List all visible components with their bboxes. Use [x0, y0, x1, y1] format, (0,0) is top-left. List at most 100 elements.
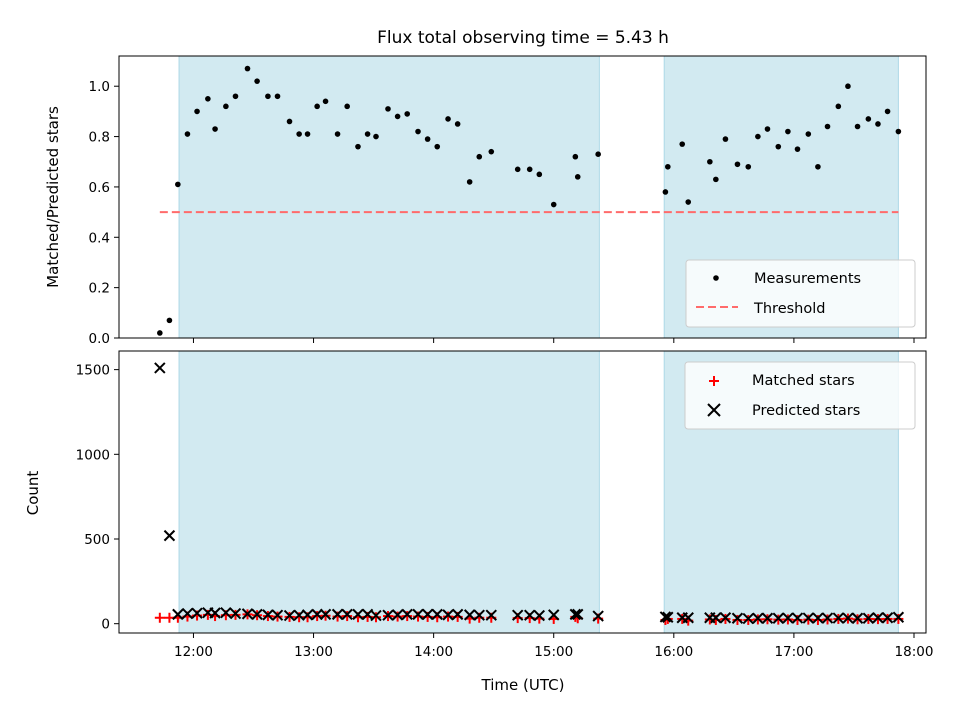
measurement-point: [764, 126, 771, 132]
measurement-point: [322, 98, 329, 105]
measurement-point: [424, 136, 431, 142]
predicted-stars-point: [572, 608, 584, 621]
predicted-stars-point: [761, 612, 774, 624]
predicted-stars-point: [719, 612, 732, 624]
measurement-point: [373, 133, 379, 140]
measurement-point: [865, 116, 872, 122]
measurement-point: [274, 93, 281, 100]
ratio-legend-box: [685, 259, 916, 328]
predicted-stars-point: [301, 609, 314, 621]
measurement-point: [572, 153, 579, 160]
star-count-panel: 0 500 1000 1500 12:00 13:00 14:00 15:00 16:00 17…: [24, 350, 933, 694]
x-axis-label: Time (UTC): [481, 676, 565, 694]
x-tick-label: 16:00: [654, 644, 693, 660]
predicted-stars-point: [662, 611, 674, 623]
measurement-point: [526, 166, 533, 173]
predicted-stars-point: [851, 612, 864, 624]
x-tick-label: 17:00: [774, 644, 813, 660]
legend-measurements-label: Measurements: [754, 271, 861, 287]
predicted-stars-point: [682, 612, 694, 624]
measurement-point: [755, 133, 761, 140]
measurement-point: [394, 113, 401, 120]
x-tick-label: 15:00: [534, 644, 573, 660]
measurement-point: [166, 317, 173, 324]
matched-stars-point: [312, 611, 323, 622]
predicted-stars-point: [370, 609, 382, 622]
matched-stars-point: [342, 611, 353, 622]
measurement-point: [445, 116, 451, 122]
measurement-point: [734, 161, 741, 168]
measurement-point: [794, 146, 801, 152]
measurement-point: [815, 163, 821, 170]
legend-measurements-marker: [713, 275, 719, 281]
count-legend-box: [684, 361, 916, 430]
measurement-point: [835, 103, 842, 110]
predicted-stars-point: [523, 609, 536, 621]
observing-interval-1: [178, 55, 600, 339]
predicted-stars-point: [881, 612, 894, 624]
predicted-stars-point: [731, 612, 744, 624]
y-tick-label: 0.8: [89, 130, 110, 146]
matched-stars-point: [402, 611, 413, 622]
y-tick-label: 1000: [76, 447, 110, 463]
y-tick-label: 0.2: [89, 281, 110, 297]
measurement-point: [385, 106, 391, 112]
predicted-stars-point: [319, 608, 332, 621]
predicted-stars-point: [352, 608, 364, 621]
measurement-point: [265, 93, 271, 100]
measurement-point: [314, 103, 320, 110]
predicted-stars-point: [172, 608, 184, 621]
predicted-stars-point: [782, 612, 794, 624]
flux-ratio-panel: 0.0 0.2 0.4 0.6 0.8 1.0 Flux total observing …: [44, 28, 927, 347]
measurement-point: [286, 118, 293, 125]
measurement-point: [574, 174, 581, 180]
legend-matched-label: Matched stars: [752, 373, 855, 389]
predicted-stars-point: [191, 607, 203, 619]
flux-ratio-axes-frame: [118, 55, 927, 339]
measurement-point: [707, 158, 713, 165]
measurement-point: [488, 148, 495, 155]
predicted-stars-point: [592, 610, 604, 622]
predicted-stars-point: [812, 612, 824, 624]
y-tick-label: 0.0: [89, 331, 110, 347]
measurement-point: [713, 176, 719, 183]
predicted-stars-point: [533, 609, 546, 622]
predicted-stars-point: [382, 609, 394, 621]
predicted-stars-point: [791, 612, 804, 624]
y-tick-label: 0.4: [89, 230, 110, 246]
measurement-point: [854, 123, 861, 130]
ratio-y-ticks: 0.0 0.2 0.4 0.6 0.8 1.0: [89, 79, 119, 347]
matched-stars-point: [392, 611, 403, 622]
measurement-point: [895, 128, 902, 135]
measurement-point: [194, 108, 200, 115]
predicted-stars-point: [802, 612, 815, 624]
predicted-stars-point: [772, 612, 784, 624]
predicted-stars-point: [872, 612, 884, 624]
predicted-stars-point: [154, 362, 166, 374]
measurement-point: [334, 131, 341, 137]
predicted-stars-point: [548, 609, 560, 621]
measurement-point: [662, 189, 669, 195]
y-tick-label: 500: [84, 532, 110, 548]
observing-interval-1: [178, 350, 600, 634]
legend-predicted-label: Predicted stars: [752, 403, 860, 419]
measurement-point: [454, 121, 461, 127]
measurement-point: [304, 131, 311, 137]
legend-matched-marker: [709, 376, 719, 386]
measurement-point: [875, 121, 881, 127]
matched-stars-point: [164, 612, 175, 623]
measurement-point: [415, 128, 421, 135]
predicted-stars-point: [832, 612, 845, 624]
measurement-point: [404, 111, 411, 117]
predicted-stars-point: [283, 609, 296, 622]
matched-stars-point: [370, 612, 381, 623]
measurement-point: [824, 123, 831, 130]
ratio-legend: Measurements Threshold: [685, 259, 916, 328]
predicted-stars-point: [412, 608, 424, 621]
predicted-stars-point: [311, 608, 323, 621]
chart-title: Flux total observing time = 5.43 h: [377, 28, 669, 48]
predicted-stars-point: [463, 609, 476, 621]
legend-threshold-label: Threshold: [753, 301, 825, 317]
legend-predicted-marker: [707, 403, 721, 417]
